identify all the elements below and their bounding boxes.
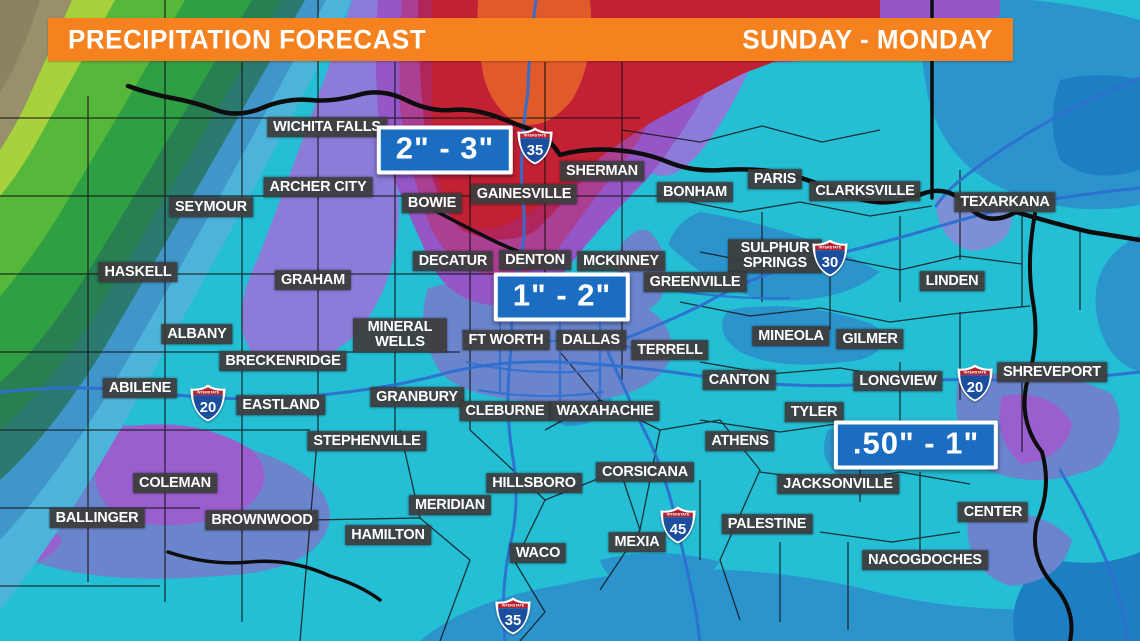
city-label-stephenville: STEPHENVILLE	[307, 431, 427, 451]
interstate-20-shield: INTERSTATE 20	[957, 363, 994, 403]
city-label-gilmer: GILMER	[836, 329, 904, 349]
city-label-palestine: PALESTINE	[721, 514, 813, 534]
interstate-shield-icon: INTERSTATE 20	[190, 384, 226, 422]
city-label-athens: ATHENS	[705, 431, 775, 451]
city-label-linden: LINDEN	[919, 271, 985, 291]
city-label-sherman: SHERMAN	[560, 161, 644, 181]
city-label-nacogdoches: NACOGDOCHES	[862, 550, 988, 570]
interstate-35-shield: INTERSTATE 35	[517, 126, 554, 166]
city-label-granbury: GRANBURY	[370, 387, 464, 407]
precip-range-callout: 1" - 2"	[493, 272, 631, 322]
interstate-35-shield: INTERSTATE 35	[495, 596, 532, 636]
city-label-brownwood: BROWNWOOD	[205, 510, 319, 530]
city-label-shreveport: SHREVEPORT	[997, 362, 1107, 382]
city-label-seymour: SEYMOUR	[169, 197, 253, 217]
city-label-tyler: TYLER	[784, 402, 844, 422]
city-label-cleburne: CLEBURNE	[459, 401, 551, 421]
precip-range-callout: 2" - 3"	[376, 125, 514, 175]
city-label-breckenridge: BRECKENRIDGE	[219, 351, 347, 371]
interstate-shield-icon: INTERSTATE 35	[517, 127, 553, 165]
city-label-center: CENTER	[957, 502, 1029, 522]
city-label-hamilton: HAMILTON	[345, 525, 431, 545]
svg-text:20: 20	[200, 400, 216, 416]
city-label-graham: GRAHAM	[274, 270, 352, 290]
city-label-gainesville: GAINESVILLE	[470, 184, 578, 204]
city-label-ballinger: BALLINGER	[49, 508, 145, 528]
city-label-coleman: COLEMAN	[133, 473, 217, 493]
city-label-abilene: ABILENE	[102, 378, 178, 398]
interstate-30-shield: INTERSTATE 30	[812, 238, 849, 278]
svg-text:20: 20	[967, 380, 983, 396]
city-label-terrell: TERRELL	[631, 340, 709, 360]
svg-text:INTERSTATE: INTERSTATE	[197, 390, 220, 394]
svg-text:INTERSTATE: INTERSTATE	[819, 245, 842, 249]
city-label-meridian: MERIDIAN	[408, 495, 492, 515]
page-title: PRECIPITATION FORECAST	[68, 23, 427, 55]
city-label-mckinney: MCKINNEY	[577, 251, 665, 271]
city-label-waxahachie: WAXAHACHIE	[550, 401, 660, 421]
city-label-corsicana: CORSICANA	[595, 462, 695, 482]
city-label-archer-city: ARCHER CITY	[263, 177, 373, 197]
header-bar: PRECIPITATION FORECAST SUNDAY - MONDAY	[48, 18, 1013, 61]
svg-text:INTERSTATE: INTERSTATE	[502, 603, 525, 607]
date-range: SUNDAY - MONDAY	[742, 23, 993, 55]
city-label-haskell: HASKELL	[98, 262, 178, 282]
city-label-mineola: MINEOLA	[752, 326, 830, 346]
city-label-paris: PARIS	[747, 169, 803, 189]
svg-text:35: 35	[527, 143, 543, 159]
interstate-45-shield: INTERSTATE 45	[660, 505, 697, 545]
interstate-shield-icon: INTERSTATE 20	[957, 364, 993, 402]
interstate-shield-icon: INTERSTATE 35	[495, 597, 531, 635]
city-label-ft-worth: FT WORTH	[462, 330, 550, 350]
svg-text:35: 35	[505, 613, 521, 629]
interstate-shield-icon: INTERSTATE 30	[812, 239, 848, 277]
city-label-sulphur-springs: SULPHUR SPRINGS	[728, 239, 822, 273]
svg-text:INTERSTATE: INTERSTATE	[964, 370, 987, 374]
city-label-mineral-wells: MINERAL WELLS	[353, 318, 447, 352]
city-label-wichita-falls: WICHITA FALLS	[267, 117, 387, 137]
city-label-texarkana: TEXARKANA	[954, 192, 1056, 212]
city-label-eastland: EASTLAND	[236, 395, 326, 415]
city-label-longview: LONGVIEW	[853, 371, 943, 391]
city-label-hillsboro: HILLSBORO	[486, 473, 582, 493]
city-label-mexia: MEXIA	[608, 532, 666, 552]
city-label-bonham: BONHAM	[656, 182, 734, 202]
city-label-waco: WACO	[509, 543, 567, 563]
city-label-clarksville: CLARKSVILLE	[809, 181, 921, 201]
interstate-shield-icon: INTERSTATE 45	[660, 506, 696, 544]
svg-text:45: 45	[670, 522, 686, 538]
city-label-decatur: DECATUR	[412, 251, 494, 271]
city-label-greenville: GREENVILLE	[643, 272, 747, 292]
svg-text:INTERSTATE: INTERSTATE	[524, 133, 547, 137]
city-label-bowie: BOWIE	[401, 193, 463, 213]
precip-range-callout: .50" - 1"	[833, 420, 999, 470]
svg-text:30: 30	[822, 255, 838, 271]
interstate-20-shield: INTERSTATE 20	[190, 383, 227, 423]
city-label-canton: CANTON	[702, 370, 776, 390]
city-label-albany: ALBANY	[161, 324, 233, 344]
city-label-jacksonville: JACKSONVILLE	[777, 474, 899, 494]
svg-text:INTERSTATE: INTERSTATE	[667, 512, 690, 516]
city-label-denton: DENTON	[499, 250, 571, 270]
city-label-dallas: DALLAS	[556, 330, 626, 350]
